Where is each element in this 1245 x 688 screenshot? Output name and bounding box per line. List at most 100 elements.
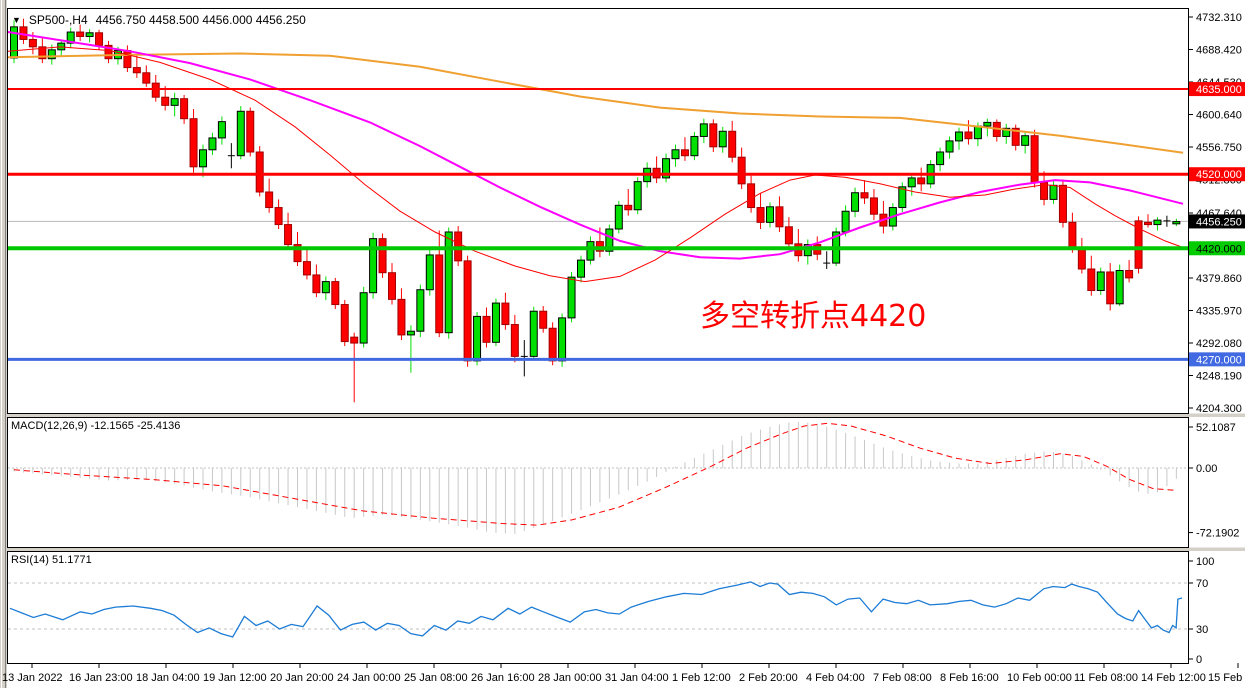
candle-body xyxy=(47,49,56,60)
candle-body xyxy=(444,231,453,334)
candle-body xyxy=(586,241,595,261)
price-tick-label: 4688.420 xyxy=(1196,45,1242,57)
candle-body xyxy=(406,330,415,336)
candle-body xyxy=(869,197,878,215)
candle-body xyxy=(199,149,207,168)
candle-body xyxy=(416,289,425,332)
time-tick-label: 26 Jan 16:00 xyxy=(471,672,535,684)
time-axis[interactable]: 13 Jan 2022 16 Jan 23:00 18 Jan 04:00 19 Ja… xyxy=(2,663,1245,684)
candle-body xyxy=(302,261,311,276)
time-tick-label: 10 Feb 00:00 xyxy=(1007,672,1072,684)
candle-body xyxy=(151,82,160,98)
candle-body xyxy=(38,46,47,60)
candle-body xyxy=(1172,221,1181,225)
candle-body xyxy=(236,110,245,157)
candle-body xyxy=(983,121,992,127)
candle-body xyxy=(1106,271,1115,305)
candle-body xyxy=(321,281,330,294)
price-tick-label: 4600.640 xyxy=(1196,110,1242,122)
candle-body xyxy=(501,302,510,326)
candle-body xyxy=(359,292,368,344)
candle-body xyxy=(973,125,982,140)
time-tick-label: 15 Feb 20:00 xyxy=(1208,672,1245,684)
price-axis: 4732.3104688.4204644.5304600.6404556.750… xyxy=(1188,12,1245,415)
candle-body xyxy=(1058,184,1067,223)
candle-body xyxy=(964,131,973,140)
time-tick-label: 4 Feb 04:00 xyxy=(806,672,865,684)
candles-layer xyxy=(10,18,1181,403)
candle-body xyxy=(473,315,482,362)
time-tick-label: 2 Feb 20:00 xyxy=(739,672,798,684)
candle-body xyxy=(463,260,472,362)
pane-separator[interactable] xyxy=(7,413,1245,418)
candle-body xyxy=(775,206,784,228)
candle-body xyxy=(1049,184,1058,200)
candle-body xyxy=(1134,220,1143,269)
price-badge xyxy=(1189,82,1245,97)
candle-body xyxy=(331,281,340,306)
rsi-pane[interactable] xyxy=(7,551,1189,664)
candle-body xyxy=(728,130,737,158)
candle-body xyxy=(104,44,113,60)
symbol-period-label: SP500-,H4 xyxy=(28,13,88,27)
price-tick-label: 4248.190 xyxy=(1196,371,1242,383)
macd-tick-label: -72.1902 xyxy=(1196,528,1239,540)
time-tick-label: 28 Jan 00:00 xyxy=(538,672,602,684)
candle-body xyxy=(737,156,746,185)
candle-body xyxy=(369,238,378,294)
chart-annotation: 多空转折点4420 xyxy=(700,299,927,334)
price-badge xyxy=(1189,352,1245,367)
time-tick-label: 20 Jan 20:00 xyxy=(270,672,334,684)
candle-body xyxy=(1144,221,1152,226)
candle-body xyxy=(699,123,708,137)
time-tick-label: 8 Feb 16:00 xyxy=(940,672,999,684)
candle-body xyxy=(1087,268,1096,291)
candle-body xyxy=(624,204,633,211)
candle-body xyxy=(265,191,274,209)
quote-ohlc-label: 4456.750 4458.500 4456.000 4456.250 xyxy=(95,13,306,27)
candle-body xyxy=(1153,219,1162,226)
candle-body xyxy=(558,317,567,362)
time-tick-label: 19 Jan 12:00 xyxy=(203,672,267,684)
candle-body xyxy=(255,151,264,193)
candle-body xyxy=(217,121,226,139)
candle-body xyxy=(293,244,302,263)
time-tick-label: 7 Feb 08:00 xyxy=(873,672,932,684)
candle-body xyxy=(860,192,869,199)
candle-body xyxy=(274,207,283,226)
candle-body xyxy=(284,224,293,246)
time-tick-label: 18 Jan 04:00 xyxy=(136,672,200,684)
price-badge-label: 4635.000 xyxy=(1196,84,1242,96)
candle-body xyxy=(841,210,850,233)
time-tick-label: 13 Jan 2022 xyxy=(2,672,63,684)
pane-separator[interactable] xyxy=(7,547,1245,552)
main-pane[interactable] xyxy=(7,8,1189,414)
candle-body xyxy=(898,186,907,209)
macd-pane[interactable] xyxy=(7,417,1189,548)
candle-body xyxy=(161,96,170,106)
candle-body xyxy=(690,135,699,157)
candle-body xyxy=(123,50,132,69)
price-tick-label: 4292.080 xyxy=(1196,338,1242,350)
candle-body xyxy=(189,118,198,168)
candle-body xyxy=(917,177,926,185)
symbol-dropdown-icon[interactable]: ▼ xyxy=(12,15,21,25)
chart-title-bar: ▼ SP500-,H4 4456.750 4458.500 4456.000 4… xyxy=(12,13,306,27)
candle-body xyxy=(1011,127,1020,146)
time-tick-label: 24 Jan 00:00 xyxy=(337,672,401,684)
rsi-tick-label: 30 xyxy=(1196,624,1208,636)
candle-body xyxy=(1021,135,1030,146)
candle-body xyxy=(1002,127,1011,137)
candle-body xyxy=(539,310,548,329)
rsi-indicator-label: RSI(14) 51.1771 xyxy=(11,554,92,566)
macd-tick-label: 52.1087 xyxy=(1196,422,1236,434)
price-badge xyxy=(1189,167,1245,182)
time-tick-label: 11 Feb 08:00 xyxy=(1074,672,1138,684)
rsi-tick-label: 70 xyxy=(1196,578,1208,590)
candle-body xyxy=(142,72,151,84)
candle-body xyxy=(747,183,756,209)
ma-slow xyxy=(7,52,1184,154)
macd-signal-line xyxy=(13,422,1177,526)
